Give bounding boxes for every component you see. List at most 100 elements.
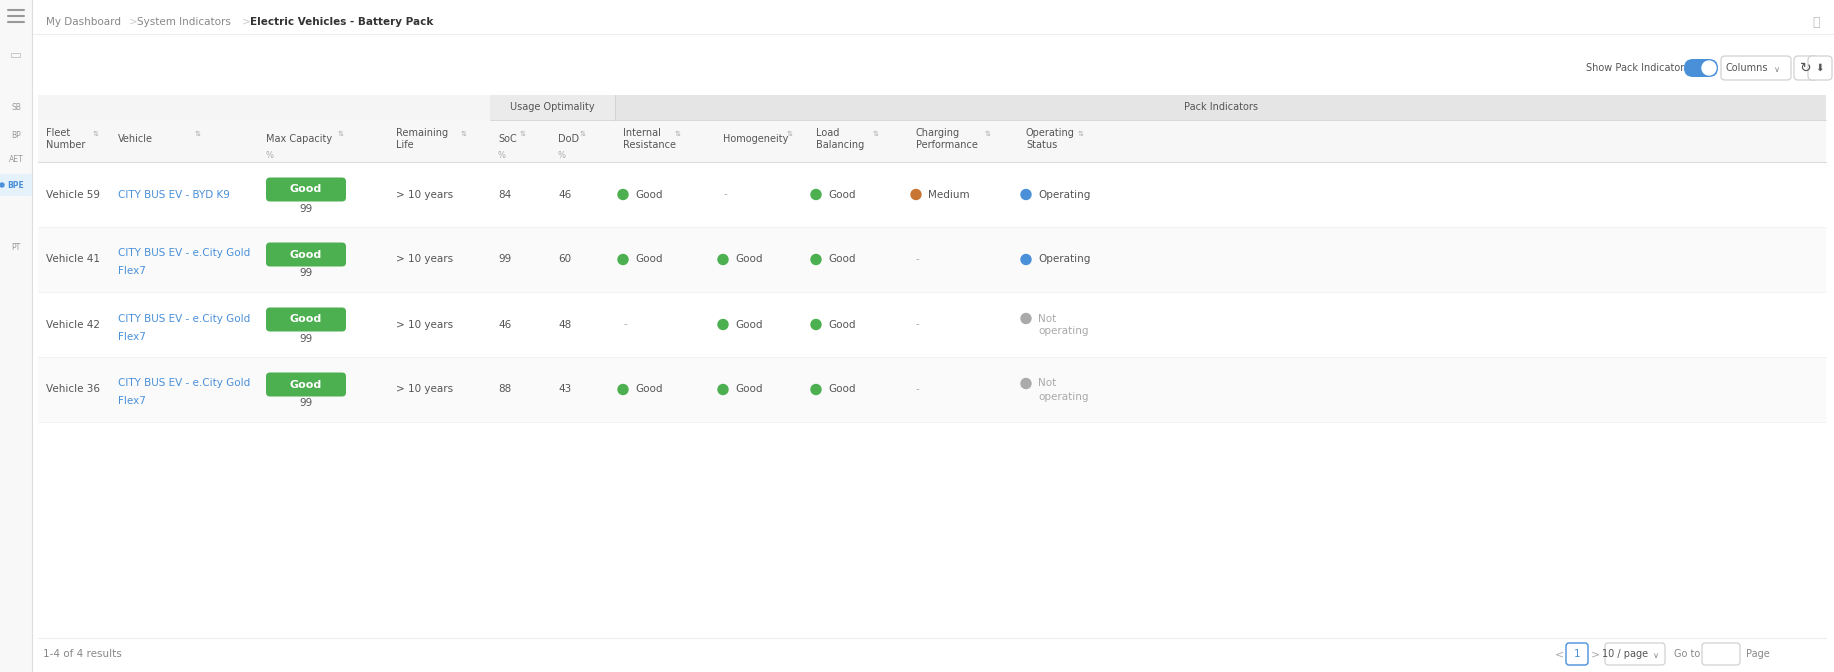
- Circle shape: [1702, 61, 1717, 75]
- Circle shape: [811, 319, 822, 329]
- Text: -: -: [915, 384, 919, 394]
- Text: Good: Good: [827, 190, 855, 200]
- Text: Not: Not: [1038, 314, 1056, 323]
- Text: > 10 years: > 10 years: [396, 384, 453, 394]
- Text: Vehicle 59: Vehicle 59: [46, 190, 101, 200]
- Circle shape: [618, 384, 627, 394]
- Text: Vehicle 42: Vehicle 42: [46, 319, 101, 329]
- Circle shape: [1022, 314, 1031, 323]
- Text: 43: 43: [558, 384, 570, 394]
- Text: Good: Good: [635, 384, 662, 394]
- Text: Status: Status: [1025, 140, 1056, 150]
- FancyBboxPatch shape: [1605, 643, 1665, 665]
- Text: 99: 99: [299, 333, 312, 343]
- Text: Operating: Operating: [1038, 190, 1091, 200]
- Text: Good: Good: [735, 319, 763, 329]
- Text: Medium: Medium: [928, 190, 970, 200]
- Text: CITY BUS EV - e.City Gold: CITY BUS EV - e.City Gold: [117, 378, 249, 388]
- Circle shape: [1022, 378, 1031, 388]
- Text: ⇅: ⇅: [460, 131, 468, 137]
- Text: 46: 46: [499, 319, 512, 329]
- Text: CITY BUS EV - e.City Gold: CITY BUS EV - e.City Gold: [117, 314, 249, 323]
- Bar: [39, 120, 1827, 162]
- FancyBboxPatch shape: [1794, 56, 1817, 80]
- Text: Good: Good: [827, 384, 855, 394]
- Bar: [0, 174, 31, 196]
- Text: 10 / page: 10 / page: [1601, 649, 1649, 659]
- Text: Internal: Internal: [624, 128, 660, 138]
- Text: SoC: SoC: [499, 134, 517, 144]
- Text: operating: operating: [1038, 392, 1089, 401]
- Text: SB: SB: [11, 103, 20, 112]
- Text: ⇅: ⇅: [194, 131, 202, 137]
- Text: AET: AET: [9, 155, 24, 165]
- Circle shape: [1022, 255, 1031, 265]
- FancyBboxPatch shape: [1808, 56, 1832, 80]
- Text: Max Capacity: Max Capacity: [266, 134, 332, 144]
- Text: Operating: Operating: [1038, 255, 1091, 265]
- Text: 99: 99: [299, 398, 312, 409]
- Text: Number: Number: [46, 140, 86, 150]
- Text: Good: Good: [735, 255, 763, 265]
- Text: Charging: Charging: [915, 128, 961, 138]
- Text: %: %: [266, 151, 273, 161]
- FancyBboxPatch shape: [1684, 59, 1718, 77]
- Bar: [39, 95, 1827, 120]
- Text: ⇅: ⇅: [337, 131, 345, 137]
- Text: <: <: [1555, 649, 1564, 659]
- Text: My Dashboard: My Dashboard: [46, 17, 121, 27]
- Circle shape: [811, 384, 822, 394]
- FancyBboxPatch shape: [1566, 643, 1588, 665]
- Text: BPE: BPE: [7, 181, 24, 190]
- Text: 99: 99: [299, 269, 312, 278]
- Bar: [39, 357, 1827, 422]
- Text: ⇅: ⇅: [873, 131, 878, 137]
- Text: Vehicle 41: Vehicle 41: [46, 255, 101, 265]
- Text: Good: Good: [735, 384, 763, 394]
- Text: PT: PT: [11, 243, 20, 253]
- Bar: [614, 95, 1827, 120]
- Text: ⇅: ⇅: [675, 131, 680, 137]
- Text: ⇅: ⇅: [985, 131, 990, 137]
- Text: 1-4 of 4 results: 1-4 of 4 results: [42, 649, 121, 659]
- Text: Good: Good: [290, 249, 323, 259]
- Text: Electric Vehicles - Battery Pack: Electric Vehicles - Battery Pack: [249, 17, 433, 27]
- Text: Remaining: Remaining: [396, 128, 447, 138]
- Text: Good: Good: [290, 185, 323, 194]
- Text: Flex7: Flex7: [117, 267, 147, 276]
- Text: 48: 48: [558, 319, 570, 329]
- Text: Load: Load: [816, 128, 840, 138]
- Text: Good: Good: [290, 314, 323, 325]
- Text: > 10 years: > 10 years: [396, 255, 453, 265]
- Text: Vehicle: Vehicle: [117, 134, 152, 144]
- Text: Not: Not: [1038, 378, 1056, 388]
- Text: Homogeneity: Homogeneity: [723, 134, 789, 144]
- Text: ↻: ↻: [1801, 61, 1812, 75]
- Circle shape: [717, 255, 728, 265]
- Bar: [39, 292, 1827, 357]
- Text: Good: Good: [635, 190, 662, 200]
- Text: -: -: [723, 190, 726, 200]
- Text: operating: operating: [1038, 327, 1089, 337]
- Text: -: -: [624, 319, 627, 329]
- Text: Good: Good: [635, 255, 662, 265]
- FancyBboxPatch shape: [266, 308, 347, 331]
- Bar: [39, 227, 1827, 292]
- Circle shape: [811, 255, 822, 265]
- Text: ⓘ: ⓘ: [1812, 15, 1819, 28]
- Text: ⇅: ⇅: [94, 131, 99, 137]
- Text: Good: Good: [290, 380, 323, 390]
- Text: ∨: ∨: [1652, 650, 1660, 659]
- Text: %: %: [558, 151, 567, 161]
- Text: Operating: Operating: [1025, 128, 1075, 138]
- Bar: [490, 95, 614, 120]
- FancyBboxPatch shape: [1702, 643, 1740, 665]
- Circle shape: [911, 190, 921, 200]
- Circle shape: [0, 183, 4, 187]
- Text: 1: 1: [1574, 649, 1581, 659]
- Text: ∨: ∨: [1773, 65, 1781, 73]
- Text: 60: 60: [558, 255, 570, 265]
- Text: > 10 years: > 10 years: [396, 319, 453, 329]
- Text: Fleet: Fleet: [46, 128, 70, 138]
- Text: System Indicators: System Indicators: [138, 17, 231, 27]
